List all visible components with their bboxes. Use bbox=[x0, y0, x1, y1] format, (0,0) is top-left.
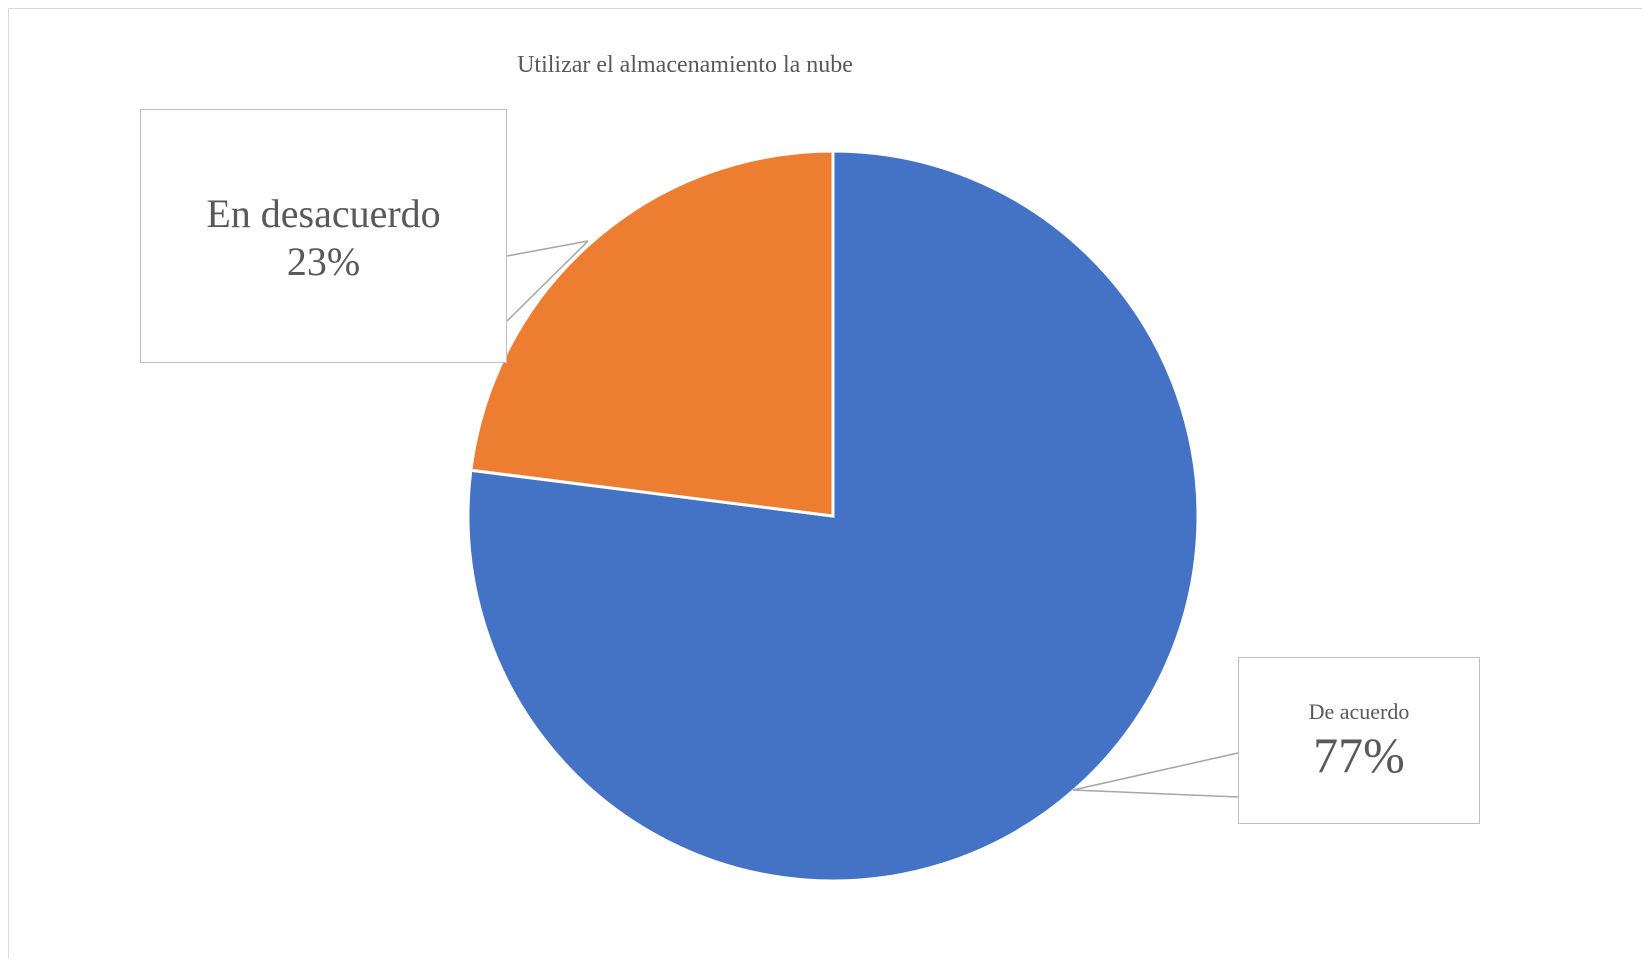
leader-line-en-desacuerdo-lower bbox=[506, 240, 589, 322]
data-label-percent: 77% bbox=[1313, 727, 1405, 783]
leader-line-de-acuerdo bbox=[1072, 789, 1239, 798]
chart-frame bbox=[8, 8, 1642, 958]
data-label-category: De acuerdo bbox=[1308, 699, 1410, 724]
data-label-en-desacuerdo: En desacuerdo 23% bbox=[140, 109, 507, 363]
data-label-percent: 23% bbox=[286, 239, 361, 284]
data-label-de-acuerdo: De acuerdo 77% bbox=[1238, 657, 1480, 824]
leader-line-en-desacuerdo bbox=[506, 240, 589, 257]
pie-slices bbox=[466, 149, 1200, 883]
data-label-category: En desacuerdo bbox=[206, 191, 441, 236]
pie-slice-en-desacuerdo bbox=[469, 149, 835, 518]
chart-title: Utilizar el almacenamiento la nube bbox=[517, 52, 853, 78]
leader-line-de-acuerdo-upper bbox=[1072, 752, 1239, 791]
